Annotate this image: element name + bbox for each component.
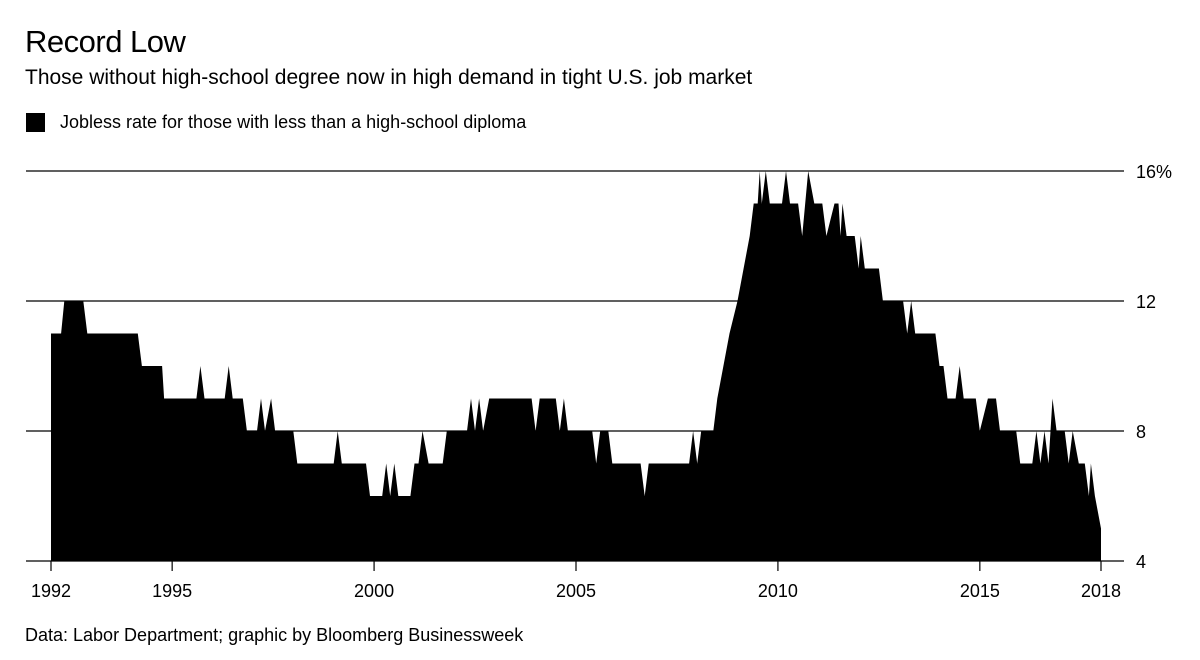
x-tick-label: 2000 [354,581,394,601]
x-tick-label: 2005 [556,581,596,601]
legend-label: Jobless rate for those with less than a … [60,112,527,132]
x-tick-label: 2018 [1081,581,1121,601]
y-tick-label: 8 [1136,422,1146,442]
y-tick-label: 4 [1136,552,1146,572]
chart-subtitle: Those without high-school degree now in … [25,66,753,89]
x-tick-label: 1995 [152,581,192,601]
legend-swatch-icon [26,113,45,132]
y-tick-label: 16% [1136,162,1172,182]
x-tick-label: 2010 [758,581,798,601]
y-tick-label: 12 [1136,292,1156,312]
chart-title: Record Low [25,24,186,59]
area-series [51,171,1101,561]
y-axis-labels: 4 8 12 16% [1136,162,1172,572]
x-axis: 1992 1995 2000 2005 2010 2015 2018 [31,561,1121,601]
source-note: Data: Labor Department; graphic by Bloom… [25,625,524,645]
x-tick-label: 1992 [31,581,71,601]
legend: Jobless rate for those with less than a … [26,112,526,133]
x-tick-label: 2015 [960,581,1000,601]
